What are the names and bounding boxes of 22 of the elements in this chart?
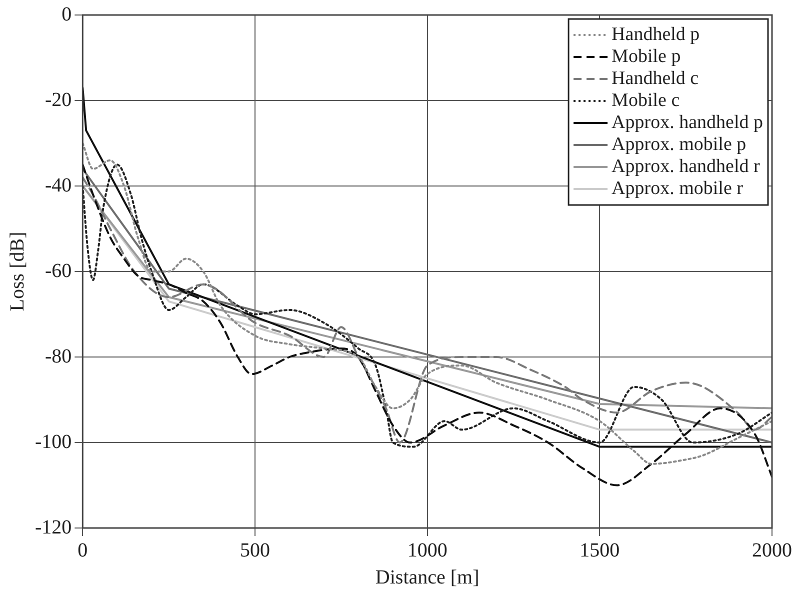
legend-label: Handheld c [612,68,699,89]
y-tick-label: -80 [44,345,72,368]
legend-label: Handheld p [612,24,700,45]
legend-label: Mobile p [612,46,681,67]
x-axis-title: Distance [m] [375,566,480,588]
x-tick-label: 2000 [752,539,792,562]
legend-label: Mobile c [612,90,680,111]
legend-label: Approx. mobile r [612,178,744,199]
legend-label: Approx. mobile p [612,134,746,155]
legend-label: Approx. handheld p [612,112,764,133]
y-tick-label: 0 [62,3,72,26]
y-axis-title: Loss [dB] [6,232,28,312]
y-tick-label: -20 [44,88,72,111]
y-tick-label: -100 [34,430,72,453]
legend-label: Approx. handheld r [612,156,760,177]
y-tick-label: -120 [34,516,72,538]
y-tick-label: -60 [44,260,72,282]
x-tick-label: 1000 [407,539,448,562]
x-tick-label: 1500 [580,539,620,562]
y-tick-label: -40 [44,174,72,196]
x-tick-label: 500 [240,539,270,562]
x-tick-label: 0 [78,539,88,562]
